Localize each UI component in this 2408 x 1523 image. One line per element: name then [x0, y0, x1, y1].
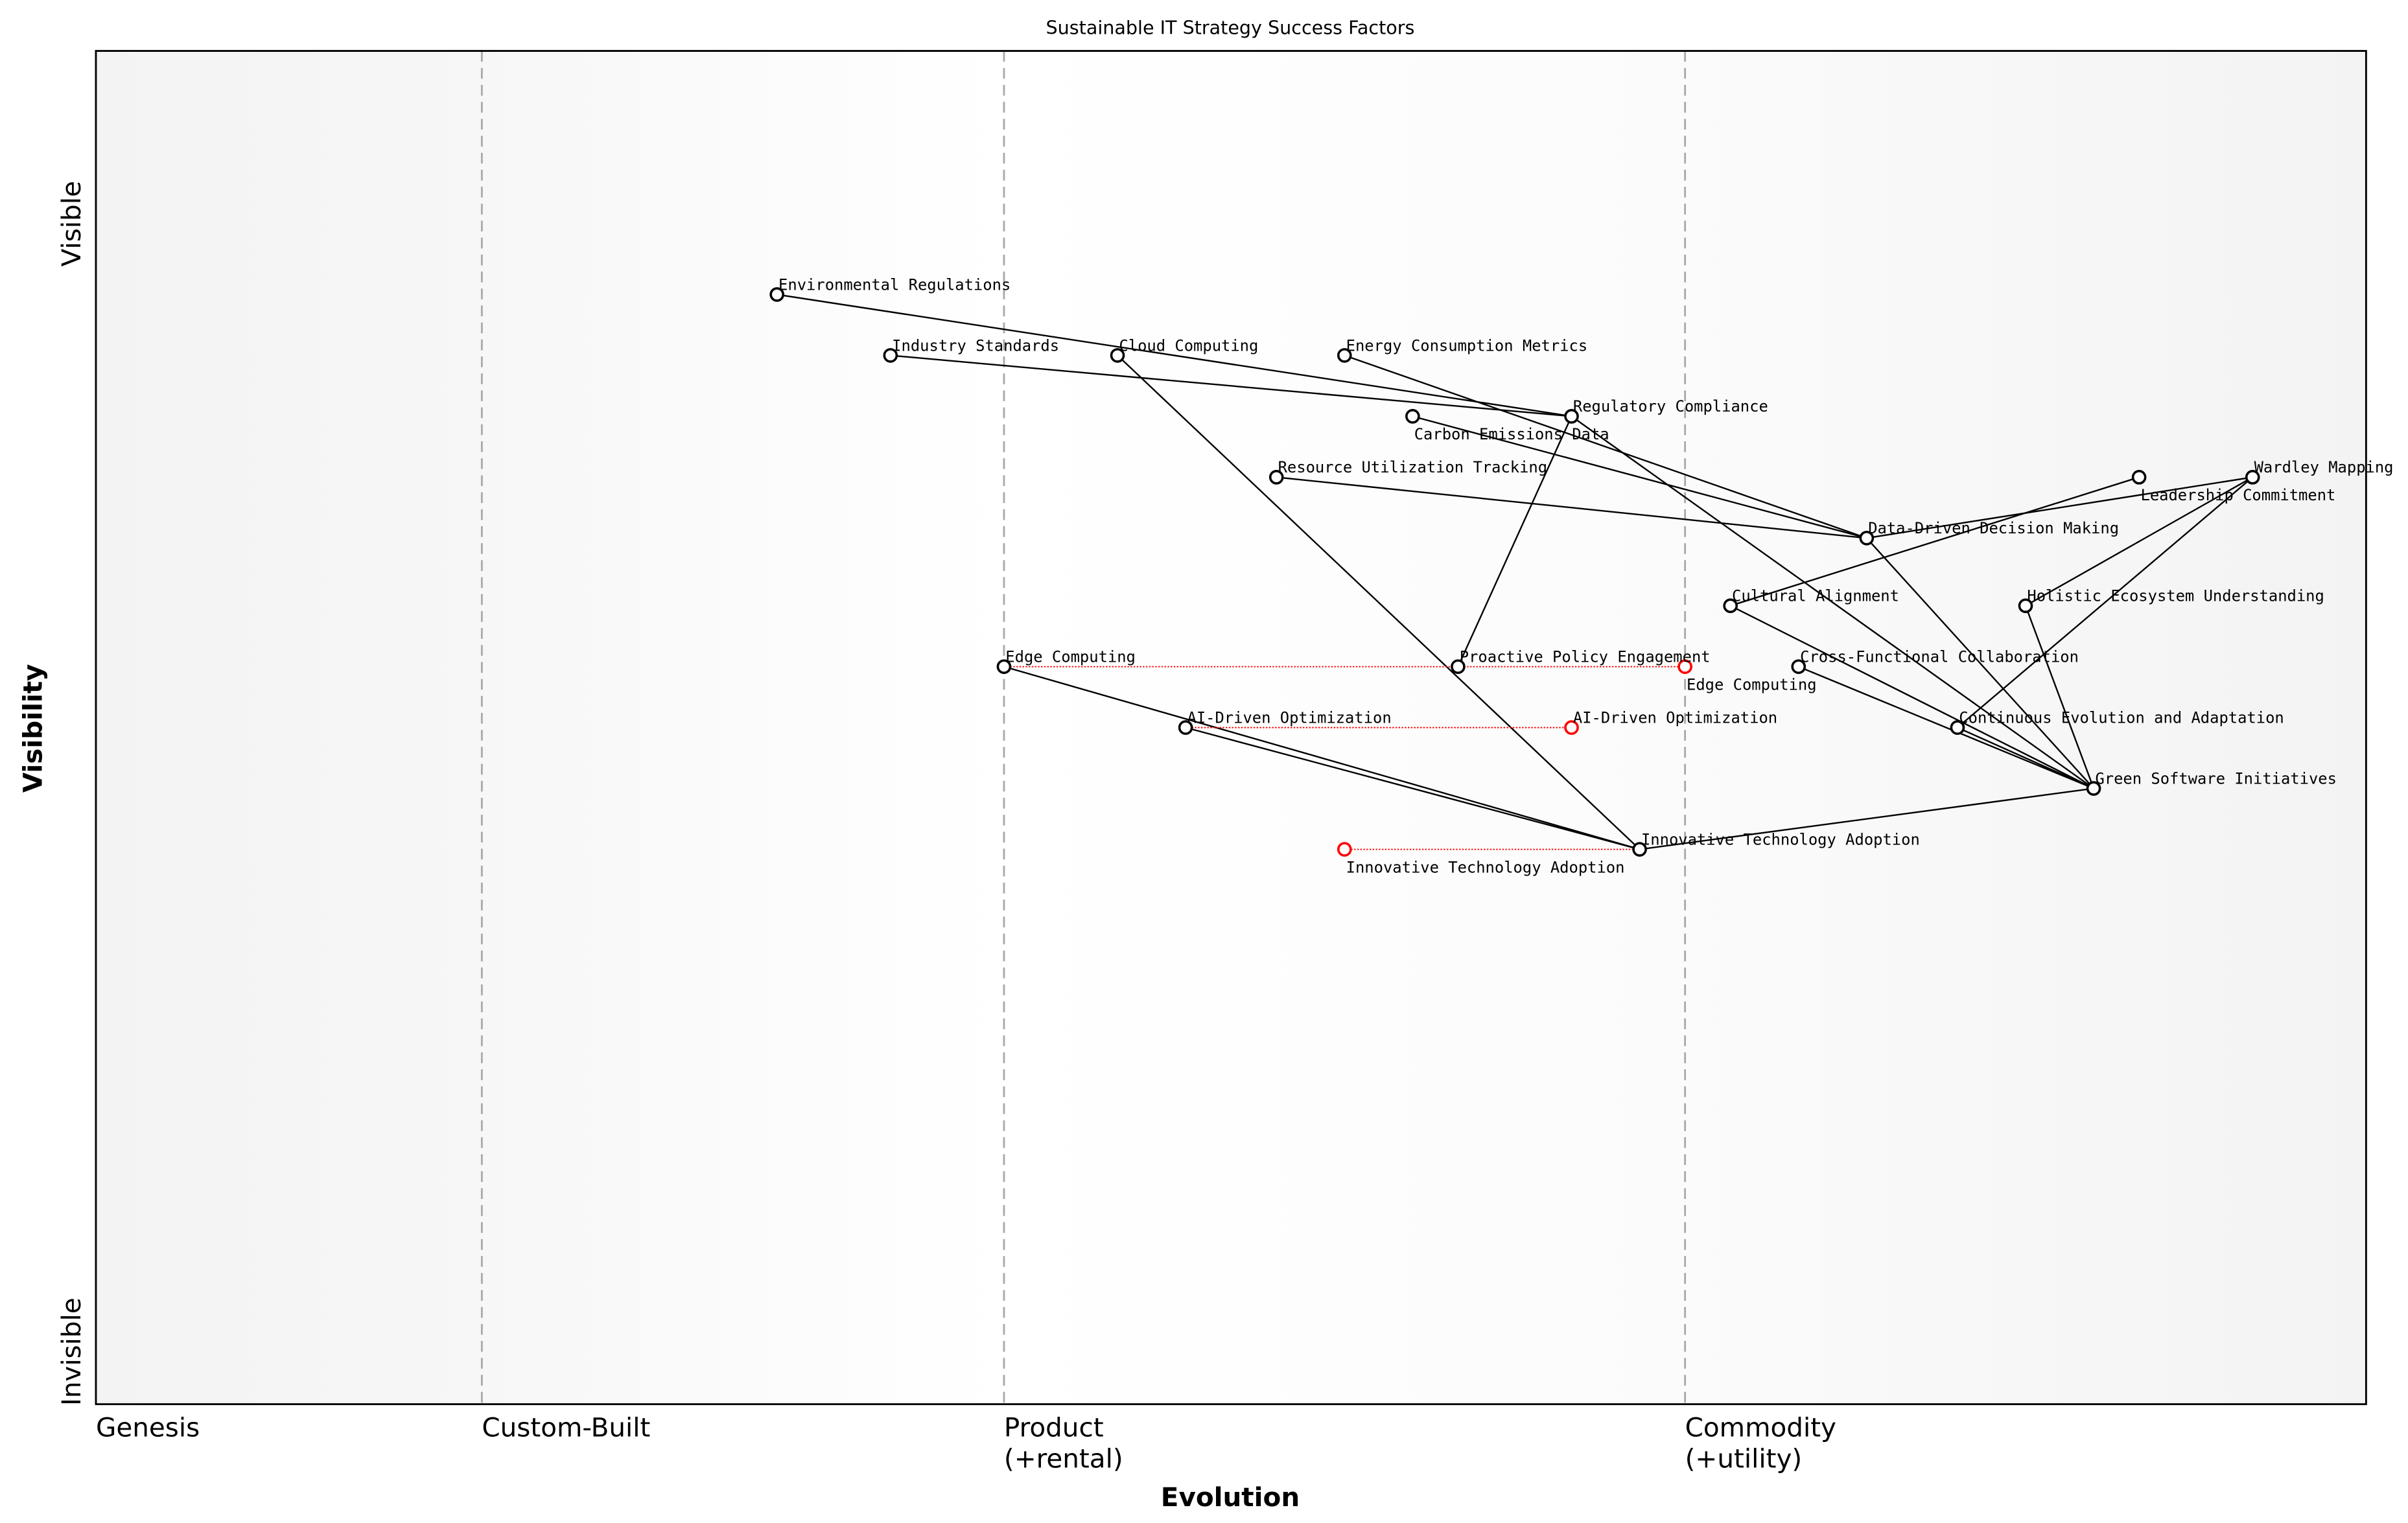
component-marker	[1268, 470, 1284, 485]
component-marker	[1859, 530, 1875, 546]
dependency-link	[1457, 415, 1572, 668]
component-label: Continuous Evolution and Adaptation	[1959, 708, 2284, 727]
component-marker	[2086, 781, 2101, 796]
component-label: Wardley Mapping	[2254, 458, 2394, 476]
dependency-link	[1865, 537, 2094, 789]
component-label: Proactive Policy Engagement	[1460, 648, 1711, 666]
evolved-component-label: Edge Computing	[1687, 675, 1817, 693]
component-label: Leadership Commitment	[2141, 486, 2336, 504]
component-marker	[883, 348, 898, 363]
dependency-link	[1957, 476, 2254, 728]
component-marker	[1451, 659, 1466, 674]
y-tick-invisible: Invisible	[56, 1297, 87, 1406]
chart-title: Sustainable IT Strategy Success Factors	[1046, 16, 1415, 38]
component-marker	[1791, 659, 1806, 674]
component-label: AI-Driven Optimization	[1187, 708, 1392, 727]
dependency-link	[1412, 415, 1867, 539]
component-label: Carbon Emissions Data	[1414, 425, 1609, 443]
component-label: Regulatory Compliance	[1573, 397, 1768, 415]
dependency-link	[2025, 476, 2253, 607]
component-label: Innovative Technology Adoption	[1641, 830, 1920, 848]
component-label: Data-Driven Decision Making	[1868, 519, 2119, 537]
component-label: Holistic Ecosystem Understanding	[2027, 587, 2324, 605]
component-marker	[1632, 842, 1647, 857]
component-label: Edge Computing	[1005, 648, 1136, 666]
dependency-link	[1866, 476, 2253, 539]
evolved-component-label: AI-Driven Optimization	[1573, 708, 1777, 727]
stage-label: Commodity (+utility)	[1685, 1412, 1836, 1474]
component-label: Cloud Computing	[1119, 336, 1258, 355]
dependency-link	[1730, 605, 2094, 789]
dependency-link	[1571, 415, 2094, 789]
dependency-link	[1117, 355, 1641, 850]
dependency-link	[1639, 787, 2094, 850]
stage-label: Custom-Built	[482, 1412, 650, 1443]
dependency-link	[1344, 355, 1867, 539]
component-marker	[2245, 470, 2260, 485]
y-axis-label: Visibility	[18, 664, 49, 793]
component-label: Resource Utilization Tracking	[1278, 458, 1547, 476]
evolved-component-marker	[1677, 659, 1692, 674]
evolved-component-label: Innovative Technology Adoption	[1346, 858, 1625, 876]
plot-background	[95, 51, 2367, 1404]
component-marker	[1337, 348, 1352, 363]
component-marker	[2018, 598, 2033, 614]
dependency-link	[1957, 727, 2094, 789]
dependency-link	[1276, 476, 1867, 539]
component-label: Industry Standards	[892, 336, 1059, 355]
dependency-link	[2024, 605, 2095, 789]
component-marker	[1564, 409, 1579, 424]
component-marker	[996, 659, 1012, 674]
dependency-link	[1730, 476, 2140, 607]
component-label: Energy Consumption Metrics	[1346, 336, 1588, 355]
evolved-component-marker	[1564, 720, 1579, 735]
dependency-link	[777, 294, 1572, 417]
x-axis-label: Evolution	[1161, 1482, 1300, 1513]
stage-label: Genesis	[96, 1412, 200, 1443]
component-marker	[2131, 470, 2147, 485]
dependency-link	[1185, 727, 1640, 850]
component-marker	[1405, 409, 1420, 424]
component-label: Green Software Initiatives	[2095, 769, 2337, 787]
component-label: Environmental Regulations	[778, 275, 1011, 294]
plot-frame	[95, 50, 2367, 1406]
component-marker	[1178, 720, 1193, 735]
component-marker	[1950, 720, 1965, 735]
dependency-link	[890, 355, 1572, 417]
evolved-component-marker	[1337, 842, 1352, 857]
y-tick-visible: Visible	[56, 181, 87, 266]
component-marker	[1110, 348, 1125, 363]
stage-label: Product (+rental)	[1004, 1412, 1123, 1474]
dependency-link	[1003, 666, 1640, 850]
component-label: Cultural Alignment	[1732, 587, 1899, 605]
component-marker	[1723, 598, 1738, 614]
component-label: Cross-Functional Collaboration	[1800, 648, 2079, 666]
component-marker	[769, 287, 784, 302]
dependency-link	[1798, 666, 2094, 789]
